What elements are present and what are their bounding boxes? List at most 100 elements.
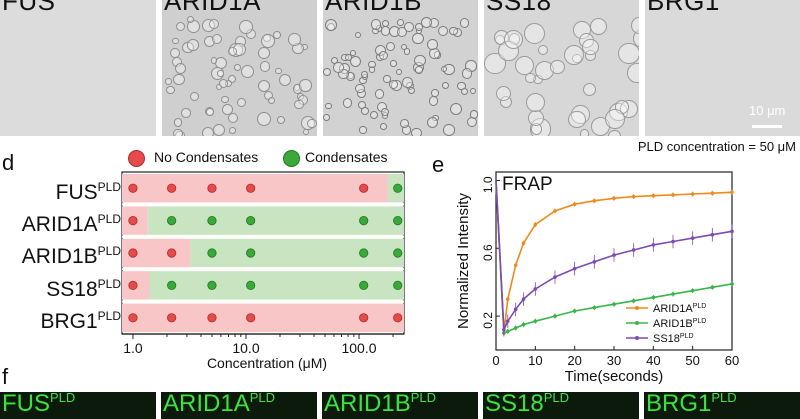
data-point [612,253,616,257]
droplet [260,33,275,48]
micrograph-label: ARID1B [325,0,422,16]
droplet [268,96,276,105]
x-tick-label: 50 [685,353,699,368]
droplet [411,127,422,136]
droplet [323,68,331,76]
data-point [533,287,538,291]
droplet [426,116,439,129]
droplet [350,50,357,57]
droplet [186,16,194,24]
data-point [671,193,675,197]
data-point [506,329,510,334]
data-point [207,215,217,226]
y-tick-label: 0.6 [481,244,495,261]
droplet [324,102,332,110]
data-point [513,326,518,330]
data-point [631,194,636,199]
micrograph-label: SS18 [486,0,552,16]
droplet [209,18,220,29]
panel-letter-f: f [2,364,9,389]
droplet [236,97,246,107]
droplet [538,45,549,56]
series-line [495,180,733,335]
droplet [258,80,270,93]
droplet [589,17,607,35]
data-point [572,202,577,207]
droplet [389,79,399,89]
data-point [246,248,256,258]
droplet [431,89,439,97]
data-point [533,222,538,227]
droplet [211,33,222,45]
droplet [618,42,639,65]
data-point [167,215,177,226]
droplet [173,118,183,128]
droplet [504,29,524,50]
droplet [180,108,191,118]
droplet [515,56,534,75]
droplet [403,48,410,55]
data-point [359,183,369,193]
droplet [428,96,439,106]
droplet [279,74,292,87]
droplet [370,19,382,30]
data-point [207,313,217,323]
data-point [393,280,403,291]
droplet [257,47,270,59]
droplet [528,109,545,126]
droplet [338,68,349,79]
droplet [630,16,639,35]
droplet [523,22,546,45]
droplet [241,64,255,79]
concentration-caption: PLD concentration = 50 μM [637,139,796,154]
fluorescence-ss18: SS18PLD [483,392,639,419]
droplet [174,62,186,74]
data-point [592,260,597,264]
legend-red-dot [128,150,145,167]
data-point [730,190,734,195]
micrograph-arid1b: ARID1B [323,0,478,136]
x-tick-label: 40 [646,353,660,368]
droplet [426,39,438,51]
data-point [572,266,577,271]
droplet [166,85,175,95]
row-label-ss18: SS18PLD [46,277,121,301]
legend-label-sup: PLD [693,303,707,310]
droplet [349,55,361,67]
data-point [359,248,369,258]
droplet [227,113,238,124]
legend-marker [635,306,639,310]
row-label-fus: FUSPLD [55,180,121,204]
data-point [690,192,695,196]
droplet [421,16,433,29]
data-point [128,280,138,291]
x-axis-label: Time(seconds) [565,368,664,385]
droplet [307,118,317,129]
legend-marker [635,336,639,340]
droplet [345,54,352,62]
droplet [173,73,185,86]
data-point [730,229,734,234]
legend-green-dot [283,150,300,167]
legend-label-sup: PLD [693,318,707,325]
data-point [612,302,616,307]
data-point [710,191,715,195]
row-label-arid1a: ARID1APLD [21,212,121,236]
frap-chart: 0 10 20 30 40 50 60 0.2 0.6 1.0 Time(seconds) Norma… [455,171,739,385]
micrograph-label: FUS [2,0,56,16]
droplet [563,44,585,66]
data-point [631,299,636,303]
legend-label: SS18PLD [653,333,694,345]
x-tick-label: 1.0 [123,340,143,356]
legend-label-sup: PLD [680,333,694,340]
droplet [288,32,302,46]
droplet [414,54,427,67]
droplet [217,70,224,77]
droplet [400,43,408,51]
droplet [206,107,215,116]
droplet [368,60,376,69]
y-tick-label: 1.0 [481,176,495,193]
droplet [450,103,463,116]
droplet [440,65,448,72]
data-point [513,263,518,268]
